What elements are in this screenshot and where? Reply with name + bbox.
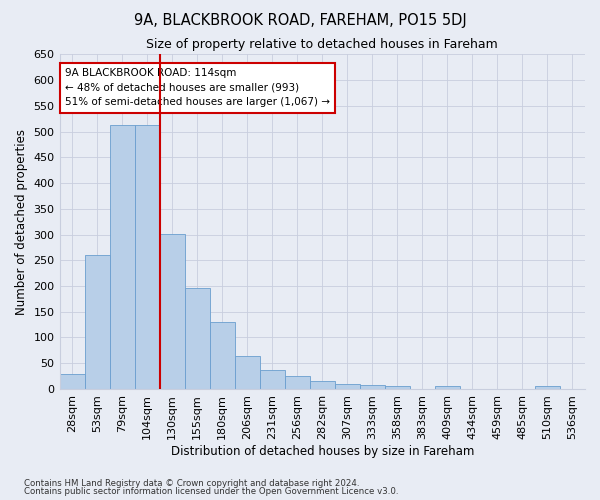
Bar	[285, 376, 310, 389]
Bar	[435, 386, 460, 389]
Bar	[360, 386, 385, 389]
Bar	[535, 386, 560, 389]
Bar	[85, 255, 110, 389]
Text: 9A, BLACKBROOK ROAD, FAREHAM, PO15 5DJ: 9A, BLACKBROOK ROAD, FAREHAM, PO15 5DJ	[134, 12, 466, 28]
Text: 9A BLACKBROOK ROAD: 114sqm
← 48% of detached houses are smaller (993)
51% of sem: 9A BLACKBROOK ROAD: 114sqm ← 48% of deta…	[65, 68, 330, 108]
Bar	[160, 234, 185, 389]
X-axis label: Distribution of detached houses by size in Fareham: Distribution of detached houses by size …	[170, 444, 474, 458]
Bar	[310, 381, 335, 389]
Bar	[110, 126, 134, 389]
Text: Contains HM Land Registry data © Crown copyright and database right 2024.: Contains HM Land Registry data © Crown c…	[24, 479, 359, 488]
Bar	[260, 370, 285, 389]
Y-axis label: Number of detached properties: Number of detached properties	[15, 128, 28, 314]
Bar	[385, 386, 410, 389]
Bar	[59, 374, 85, 389]
Title: Size of property relative to detached houses in Fareham: Size of property relative to detached ho…	[146, 38, 498, 51]
Text: Contains public sector information licensed under the Open Government Licence v3: Contains public sector information licen…	[24, 487, 398, 496]
Bar	[185, 288, 209, 389]
Bar	[235, 356, 260, 389]
Bar	[134, 126, 160, 389]
Bar	[335, 384, 360, 389]
Bar	[209, 322, 235, 389]
